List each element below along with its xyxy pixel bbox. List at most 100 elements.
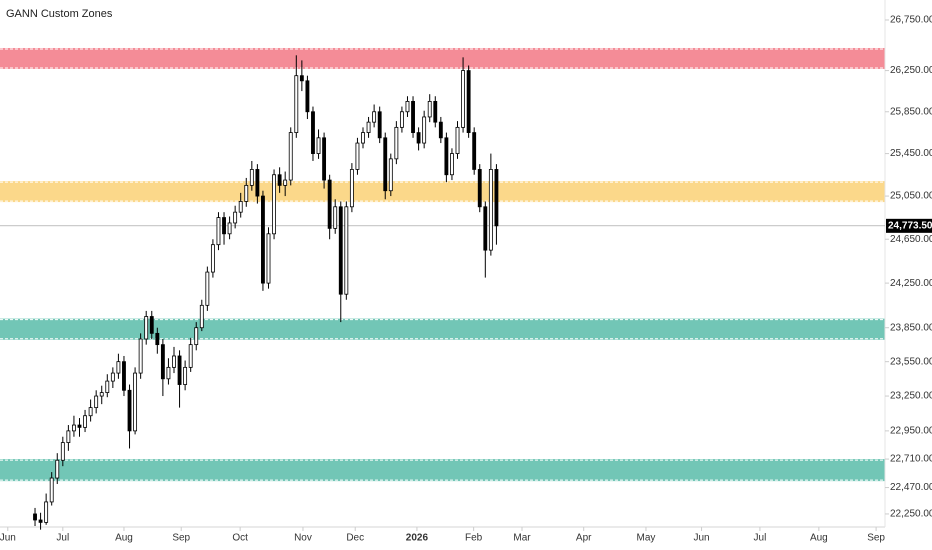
candle-body — [177, 355, 182, 385]
candle-body — [144, 316, 149, 340]
candle-body — [322, 137, 327, 181]
candle-body — [138, 338, 143, 374]
candle-body — [60, 442, 65, 461]
candle-body — [305, 80, 310, 113]
candle-body — [166, 366, 171, 380]
y-tick-label: 25,050.00 — [890, 191, 932, 202]
candle-body — [366, 121, 371, 133]
x-tick-label: Sep — [172, 533, 190, 544]
candle-body — [388, 158, 393, 192]
candle-body — [494, 169, 499, 227]
x-tick-label: Aug — [810, 533, 828, 544]
x-tick-label: Jul — [56, 533, 69, 544]
candle-body — [216, 217, 221, 246]
y-tick-label: 22,950.00 — [890, 426, 932, 437]
x-tick-label: May — [637, 533, 656, 544]
zone — [0, 459, 885, 482]
x-tick-label: Jun — [693, 533, 709, 544]
candle-body — [44, 501, 49, 523]
candle-body — [416, 132, 421, 144]
candle-body — [288, 132, 293, 181]
zone — [0, 318, 885, 340]
candle-body — [249, 169, 254, 186]
candle-body — [338, 206, 343, 295]
y-tick-label: 26,750.00 — [890, 15, 932, 26]
candle-body — [244, 184, 249, 202]
candle-body — [133, 372, 138, 432]
candle-body — [377, 111, 382, 139]
candle-body — [299, 75, 304, 82]
x-tick-label: Mar — [513, 533, 531, 544]
candle-body — [233, 211, 238, 224]
labels: 26,750.00 26,250.00 25,850.00 25,450.00 25,0… — [0, 15, 932, 544]
x-tick-label: Feb — [465, 533, 483, 544]
candle-body — [433, 101, 438, 123]
candle-body — [461, 70, 465, 128]
candle-body — [450, 153, 454, 176]
candle-body — [105, 380, 110, 393]
candles — [33, 55, 499, 530]
candle-body — [122, 361, 126, 391]
candle-body — [155, 332, 160, 346]
candle-body — [210, 244, 215, 273]
candle-body — [99, 392, 104, 397]
candle-body — [316, 137, 321, 154]
y-tick-label: 25,450.00 — [890, 148, 932, 159]
candle-body — [266, 233, 271, 284]
candle-body — [411, 101, 415, 133]
y-tick-label: 23,550.00 — [890, 356, 932, 367]
x-tick-label: Aug — [115, 533, 133, 544]
y-tick-label: 22,710.00 — [890, 454, 932, 465]
candle-body — [455, 126, 460, 154]
candle-body — [149, 316, 154, 334]
x-tick-label: Oct — [232, 533, 248, 544]
x-tick-label: Apr — [576, 533, 592, 544]
candle-body — [472, 132, 477, 170]
candle-body — [344, 206, 349, 295]
candle-body — [349, 169, 354, 208]
candle-body — [255, 169, 260, 197]
candle-body — [427, 101, 432, 118]
x-tick-label: Jul — [754, 533, 767, 544]
candle-body — [355, 142, 360, 170]
candle-body — [88, 407, 93, 417]
candle-body — [422, 116, 427, 144]
candle-body — [49, 477, 54, 503]
candle-body — [383, 137, 388, 192]
candle-body — [438, 121, 443, 139]
candle-body — [277, 174, 282, 186]
candle-body — [238, 201, 243, 213]
candle-body — [33, 513, 37, 521]
candle-body — [199, 304, 204, 329]
candle-body — [127, 389, 132, 432]
candle-body — [55, 459, 60, 479]
y-tick-label: 24,250.00 — [890, 278, 932, 289]
candle-body — [227, 222, 232, 235]
candle-body — [205, 271, 210, 306]
chart-title: GANN Custom Zones — [6, 8, 113, 20]
candle-body — [283, 179, 288, 186]
y-tick-label: 23,250.00 — [890, 391, 932, 402]
y-tick-label: 26,250.00 — [890, 65, 932, 76]
candle-body — [311, 111, 315, 154]
candle-body — [83, 415, 87, 428]
candle-body — [483, 206, 488, 251]
candle-body — [72, 424, 76, 432]
candle-body — [183, 366, 188, 385]
y-tick-label: 24,650.00 — [890, 234, 932, 245]
x-tick-label: 2026 — [406, 533, 429, 544]
candle-body — [327, 179, 332, 229]
x-tick-label: Sep — [867, 533, 885, 544]
x-tick-label: Jun — [0, 533, 16, 544]
zones — [0, 47, 885, 482]
y-tick-label: 22,470.00 — [890, 482, 932, 493]
zone — [0, 47, 885, 69]
candle-body — [160, 344, 165, 380]
y-tick-label: 22,250.00 — [890, 509, 932, 520]
last-price-box — [886, 218, 932, 233]
candle-body — [444, 137, 449, 176]
candle-body — [116, 361, 121, 374]
x-tick-label: Nov — [294, 533, 312, 544]
